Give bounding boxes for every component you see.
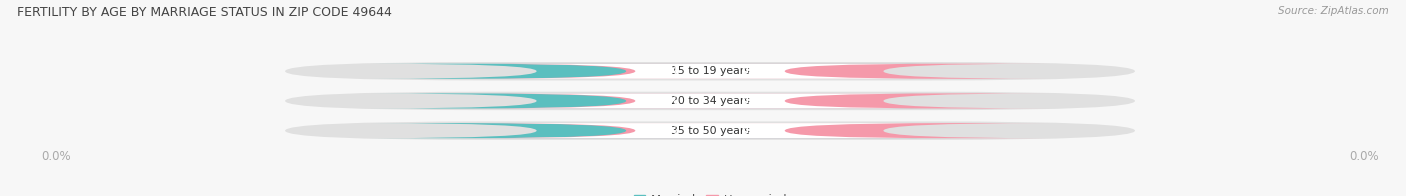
Text: 15 to 19 years: 15 to 19 years <box>671 66 749 76</box>
Text: 0.0%: 0.0% <box>741 126 768 136</box>
FancyBboxPatch shape <box>470 93 950 109</box>
FancyBboxPatch shape <box>285 62 1135 80</box>
Text: 0.0%: 0.0% <box>741 96 768 106</box>
Legend: Married, Unmarried: Married, Unmarried <box>634 194 786 196</box>
FancyBboxPatch shape <box>285 122 1135 140</box>
FancyBboxPatch shape <box>470 64 950 79</box>
Text: 0.0%: 0.0% <box>652 126 679 136</box>
FancyBboxPatch shape <box>370 123 960 138</box>
Text: Source: ZipAtlas.com: Source: ZipAtlas.com <box>1278 6 1389 16</box>
FancyBboxPatch shape <box>285 92 1135 110</box>
FancyBboxPatch shape <box>460 123 1050 138</box>
Text: 0.0%: 0.0% <box>741 66 768 76</box>
Text: 20 to 34 years: 20 to 34 years <box>671 96 749 106</box>
Text: FERTILITY BY AGE BY MARRIAGE STATUS IN ZIP CODE 49644: FERTILITY BY AGE BY MARRIAGE STATUS IN Z… <box>17 6 392 19</box>
Text: 35 to 50 years: 35 to 50 years <box>671 126 749 136</box>
FancyBboxPatch shape <box>460 93 1050 109</box>
FancyBboxPatch shape <box>370 93 960 109</box>
FancyBboxPatch shape <box>370 64 960 79</box>
Text: 0.0%: 0.0% <box>652 96 679 106</box>
Text: 0.0%: 0.0% <box>652 66 679 76</box>
FancyBboxPatch shape <box>460 64 1050 79</box>
FancyBboxPatch shape <box>470 123 950 138</box>
